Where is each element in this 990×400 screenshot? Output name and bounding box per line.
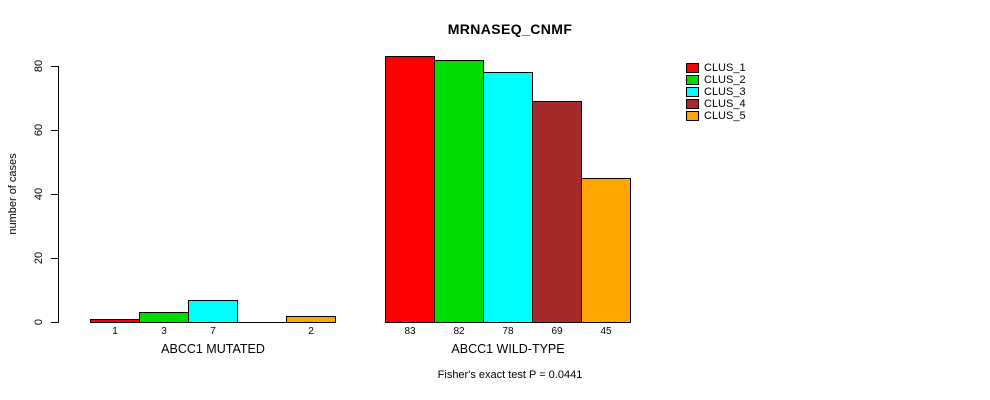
- y-tick: [51, 258, 59, 259]
- legend-label: CLUS_1: [704, 62, 746, 74]
- y-axis-label: number of cases: [7, 153, 19, 235]
- legend-row: CLUS_1: [686, 62, 746, 74]
- bar-value-label: 7: [210, 326, 216, 337]
- legend-row: CLUS_2: [686, 74, 746, 86]
- legend-swatch: [686, 87, 699, 97]
- legend: CLUS_1 CLUS_2 CLUS_3 CLUS_4 CLUS_5: [686, 62, 746, 122]
- y-tick-label: 40: [33, 187, 45, 201]
- legend-label: CLUS_2: [704, 74, 746, 86]
- y-tick-label: 60: [33, 123, 45, 137]
- bar-value-label: 69: [551, 326, 563, 337]
- y-tick: [51, 194, 59, 195]
- bar-value-label: 78: [502, 326, 514, 337]
- bar-clus_4: [532, 101, 582, 323]
- y-tick-label: 0: [33, 318, 45, 326]
- bar-clus_2: [139, 312, 189, 323]
- bar-value-label: 83: [404, 326, 416, 337]
- legend-row: CLUS_3: [686, 86, 746, 98]
- bar-value-label: 45: [600, 326, 612, 337]
- legend-swatch: [686, 111, 699, 121]
- y-tick: [51, 130, 59, 131]
- legend-label: CLUS_5: [704, 110, 746, 122]
- bar-clus_5: [286, 316, 336, 323]
- y-tick: [51, 322, 59, 323]
- legend-label: CLUS_3: [704, 86, 746, 98]
- bar-value-label: 3: [161, 326, 167, 337]
- bar-clus_5: [581, 178, 631, 323]
- bar-clus_3: [188, 300, 238, 323]
- legend-swatch: [686, 99, 699, 109]
- bar-clus_2: [434, 60, 484, 323]
- legend-swatch: [686, 63, 699, 73]
- legend-row: CLUS_5: [686, 110, 746, 122]
- bar-value-label: 82: [453, 326, 465, 337]
- y-tick-label: 80: [33, 59, 45, 73]
- y-tick-label: 20: [33, 251, 45, 265]
- bar-value-label: 1: [112, 326, 118, 337]
- legend-label: CLUS_4: [704, 98, 746, 110]
- bar-clus_1: [385, 56, 435, 323]
- legend-row: CLUS_4: [686, 98, 746, 110]
- legend-swatch: [686, 75, 699, 85]
- bar-clus_3: [483, 72, 533, 323]
- chart-title: MRNASEQ_CNMF: [447, 21, 573, 37]
- bar-clus_1: [90, 319, 140, 323]
- bar-value-label: 2: [308, 326, 314, 337]
- y-tick: [51, 66, 59, 67]
- fisher-test-note: Fisher's exact test P = 0.0441: [437, 369, 583, 381]
- group-label: ABCC1 WILD-TYPE: [451, 342, 565, 356]
- group-label: ABCC1 MUTATED: [161, 342, 265, 356]
